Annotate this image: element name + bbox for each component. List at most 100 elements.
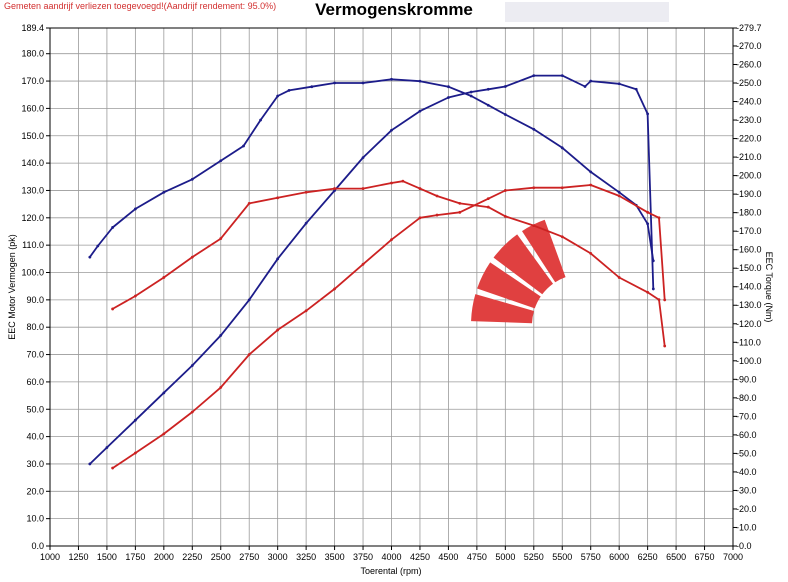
y-tick-label: 170.0: [21, 76, 44, 86]
series-point: [333, 81, 336, 85]
series-point: [589, 79, 593, 83]
x-tick-label: 6750: [695, 552, 715, 562]
series-point: [589, 170, 593, 174]
tachometer-logo-icon: [471, 219, 566, 324]
y2-tick-label: -50.0: [736, 448, 757, 458]
y2-tick-label: -140.0: [736, 282, 762, 292]
y-tick-label: 130.0: [21, 185, 44, 195]
series-point: [219, 159, 223, 163]
series-line-4: [112, 184, 666, 469]
y-tick-label: 110.0: [22, 240, 44, 250]
series-point: [361, 187, 365, 190]
series-point: [242, 144, 245, 148]
series-point: [333, 187, 336, 190]
y-axis-left-label: EEC Motor Vermogen (pk): [7, 234, 17, 340]
x-tick-label: 5250: [524, 552, 544, 562]
y-axis-right-ticks: -0.0 -10.0 -20.0 -30.0 -40.0 -50.0 -60.0 -70.0 -…: [733, 23, 762, 551]
series-point: [646, 210, 650, 214]
y-tick-label: 180.0: [21, 49, 44, 59]
y-tick-label: 60.0: [26, 377, 44, 387]
y-tick-label: 90.0: [26, 295, 44, 305]
series-point: [583, 85, 587, 88]
series-point: [486, 103, 490, 107]
series-point: [390, 77, 393, 81]
x-tick-label: 7000: [723, 552, 743, 562]
y-tick-label: 20.0: [26, 486, 44, 496]
y-tick-label: 140.0: [21, 158, 44, 168]
x-tick-label: 2500: [211, 552, 231, 562]
y2-tick-label: -20.0: [736, 504, 757, 514]
x-tick-label: 6250: [638, 552, 658, 562]
chart-title: Vermogenskromme: [315, 0, 473, 19]
series-point: [560, 74, 564, 77]
y2-tick-label: -150.0: [736, 263, 762, 273]
y2-tick-label: -210.0: [736, 152, 762, 162]
series-point: [657, 298, 661, 302]
series-point: [133, 294, 137, 298]
series-point: [617, 82, 621, 86]
series-point: [390, 238, 393, 242]
series-point: [133, 207, 137, 211]
series-point: [486, 87, 490, 91]
series-point: [663, 344, 667, 348]
series-point: [401, 179, 405, 183]
series-point: [96, 244, 100, 248]
logo-segment: [522, 219, 566, 283]
logo-segment: [471, 294, 534, 324]
x-tick-label: 1250: [68, 552, 88, 562]
series-point: [304, 190, 308, 194]
x-tick-label: 4250: [410, 552, 430, 562]
x-tick-label: 4750: [467, 552, 487, 562]
series-point: [361, 262, 365, 266]
series-point: [190, 255, 194, 259]
series-point: [503, 85, 507, 88]
series-point: [418, 216, 422, 220]
series-point: [469, 94, 473, 98]
y-tick-label: 189.4: [21, 23, 44, 33]
y-tick-label: 100.0: [21, 268, 44, 278]
series-point: [418, 187, 422, 190]
y-tick-label: 40.0: [26, 432, 44, 442]
series-point: [162, 432, 166, 436]
x-tick-label: 6000: [609, 552, 629, 562]
series-point: [447, 96, 450, 99]
series-point: [190, 364, 194, 367]
series-point: [532, 74, 536, 77]
x-tick-label: 4500: [438, 552, 458, 562]
series-point: [532, 127, 536, 131]
series-point: [617, 194, 621, 198]
series-point: [111, 226, 115, 229]
logo-segment: [493, 234, 554, 295]
series-point: [247, 353, 251, 356]
series-point: [276, 196, 280, 200]
y2-tick-label: -80.0: [736, 393, 757, 403]
series-point: [486, 205, 490, 209]
series-point: [458, 201, 462, 205]
series-point: [390, 181, 393, 185]
series-point: [617, 276, 621, 279]
series-point: [361, 156, 365, 160]
series-point: [276, 94, 280, 98]
series-point: [111, 307, 115, 311]
y2-tick-label: -260.0: [736, 59, 762, 69]
y2-tick-label: -250.0: [736, 78, 762, 88]
x-tick-label: 5000: [495, 552, 515, 562]
series-point: [276, 257, 280, 261]
drive-loss-note: Gemeten aandrijf verliezen toegevoegd!(A…: [4, 1, 277, 11]
series-point: [361, 81, 365, 85]
x-tick-label: 1000: [40, 552, 60, 562]
series-point: [304, 221, 308, 225]
series-point: [247, 201, 251, 205]
y2-tick-label: -160.0: [736, 245, 762, 255]
y2-tick-label: -190.0: [736, 189, 762, 199]
series-point: [503, 214, 507, 218]
series-point: [276, 328, 280, 332]
series-point: [458, 210, 462, 214]
x-tick-label: 4000: [381, 552, 401, 562]
series-point: [532, 224, 536, 228]
y2-tick-label: -10.0: [736, 522, 757, 532]
y2-tick-label: -30.0: [736, 485, 757, 495]
x-tick-label: 1500: [97, 552, 117, 562]
y2-tick-label: -200.0: [736, 171, 762, 181]
